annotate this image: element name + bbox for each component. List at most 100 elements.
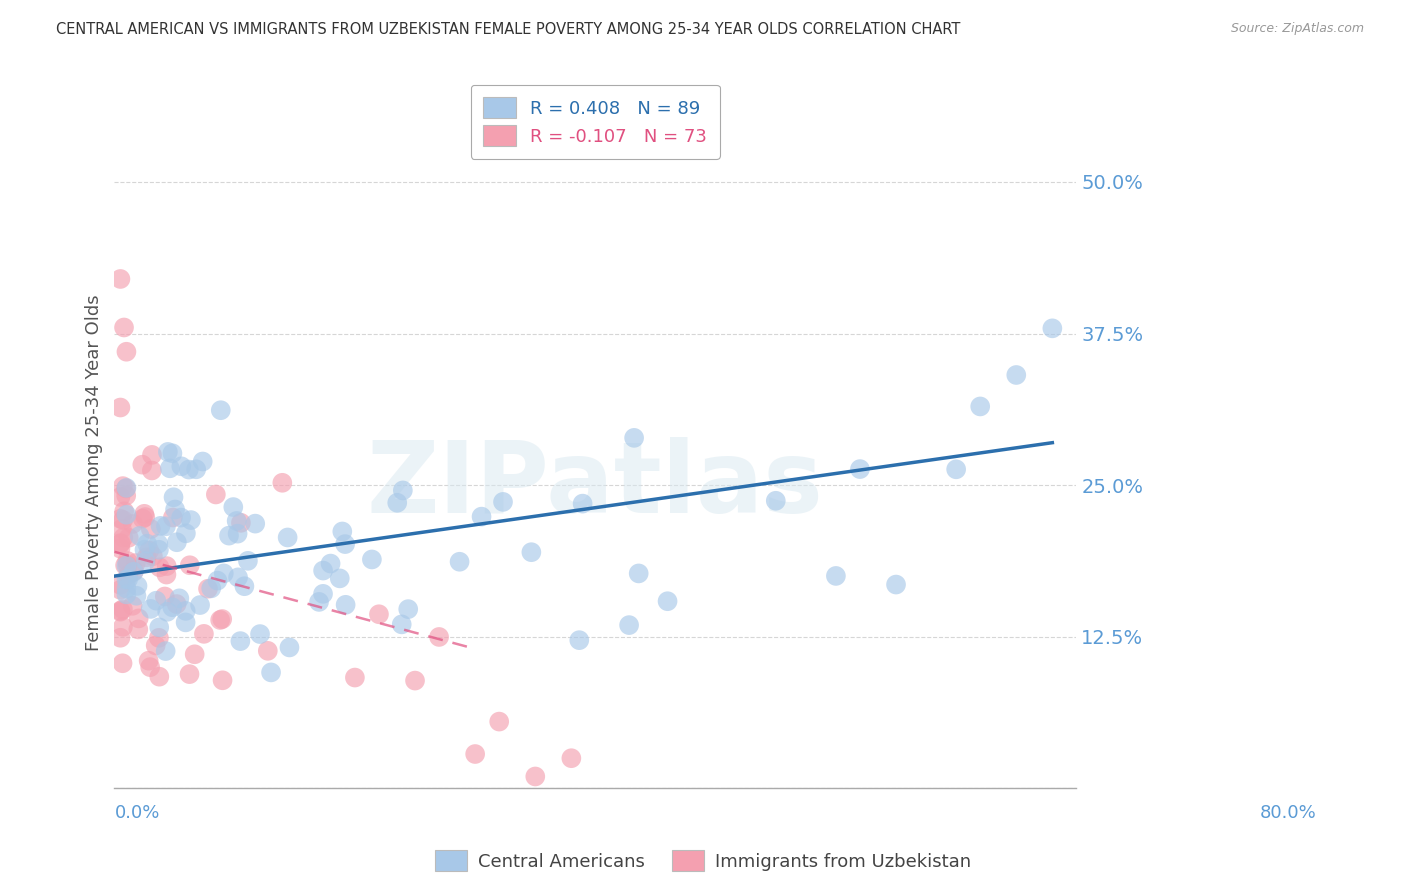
Point — [112, 513, 135, 527]
Point — [115, 344, 138, 359]
Point — [162, 446, 184, 460]
Text: 80.0%: 80.0% — [1260, 804, 1317, 822]
Point — [188, 598, 211, 612]
Point — [319, 557, 342, 571]
Point — [470, 509, 492, 524]
Point — [148, 537, 170, 551]
Point — [765, 493, 787, 508]
Point — [312, 587, 335, 601]
Point — [115, 558, 138, 573]
Point — [156, 605, 179, 619]
Point — [110, 604, 132, 618]
Point — [142, 549, 165, 564]
Point — [183, 647, 205, 661]
Point — [166, 597, 188, 611]
Point — [396, 602, 419, 616]
Point — [155, 519, 177, 533]
Point — [226, 570, 249, 584]
Point — [387, 496, 409, 510]
Point — [222, 500, 245, 514]
Point — [236, 554, 259, 568]
Y-axis label: Female Poverty Among 25-34 Year Olds: Female Poverty Among 25-34 Year Olds — [86, 294, 103, 651]
Point — [249, 627, 271, 641]
Point — [1005, 368, 1028, 382]
Point — [125, 556, 148, 570]
Point — [112, 504, 135, 518]
Point — [278, 640, 301, 655]
Point — [229, 516, 252, 530]
Point — [134, 507, 156, 521]
Point — [488, 714, 510, 729]
Point — [627, 566, 650, 581]
Point — [159, 461, 181, 475]
Point — [131, 458, 153, 472]
Point — [464, 747, 486, 761]
Point — [148, 620, 170, 634]
Point — [134, 510, 156, 524]
Point — [361, 552, 384, 566]
Point — [335, 598, 357, 612]
Point — [110, 537, 132, 551]
Point — [110, 605, 132, 619]
Point — [179, 558, 201, 573]
Legend: Central Americans, Immigrants from Uzbekistan: Central Americans, Immigrants from Uzbek… — [427, 843, 979, 879]
Point — [115, 508, 138, 522]
Point — [112, 531, 135, 545]
Point — [114, 558, 136, 573]
Point — [117, 572, 139, 586]
Point — [122, 565, 145, 579]
Point — [125, 589, 148, 603]
Point — [111, 522, 134, 536]
Point — [617, 618, 640, 632]
Point — [170, 459, 193, 474]
Point — [148, 542, 170, 557]
Point — [149, 560, 172, 574]
Point — [145, 639, 167, 653]
Point — [138, 543, 160, 558]
Point — [131, 511, 153, 525]
Point — [191, 454, 214, 468]
Point — [135, 550, 157, 565]
Point — [134, 554, 156, 568]
Point — [115, 482, 138, 496]
Point — [427, 630, 450, 644]
Point — [179, 667, 201, 681]
Point — [162, 600, 184, 615]
Point — [200, 582, 222, 596]
Point — [156, 559, 179, 574]
Point — [111, 657, 134, 671]
Point — [162, 510, 184, 524]
Point — [969, 400, 991, 414]
Point — [121, 516, 143, 531]
Point — [225, 514, 247, 528]
Text: CENTRAL AMERICAN VS IMMIGRANTS FROM UZBEKISTAN FEMALE POVERTY AMONG 25-34 YEAR O: CENTRAL AMERICAN VS IMMIGRANTS FROM UZBE… — [56, 22, 960, 37]
Point — [174, 604, 197, 618]
Point — [207, 574, 229, 588]
Point — [148, 631, 170, 645]
Point — [211, 612, 233, 626]
Point — [1040, 321, 1063, 335]
Point — [110, 631, 132, 645]
Point — [117, 554, 139, 568]
Point — [148, 670, 170, 684]
Point — [139, 522, 162, 536]
Point — [110, 578, 132, 592]
Point — [155, 644, 177, 658]
Point — [308, 595, 330, 609]
Point — [138, 654, 160, 668]
Point — [110, 490, 132, 504]
Point — [333, 537, 356, 551]
Point — [111, 479, 134, 493]
Point — [117, 568, 139, 582]
Point — [186, 462, 208, 476]
Point — [170, 510, 193, 524]
Point — [449, 555, 471, 569]
Point — [197, 582, 219, 596]
Point — [623, 431, 645, 445]
Point — [211, 673, 233, 688]
Point — [118, 531, 141, 545]
Point — [156, 445, 179, 459]
Point — [849, 462, 872, 476]
Point — [110, 512, 132, 526]
Point — [404, 673, 426, 688]
